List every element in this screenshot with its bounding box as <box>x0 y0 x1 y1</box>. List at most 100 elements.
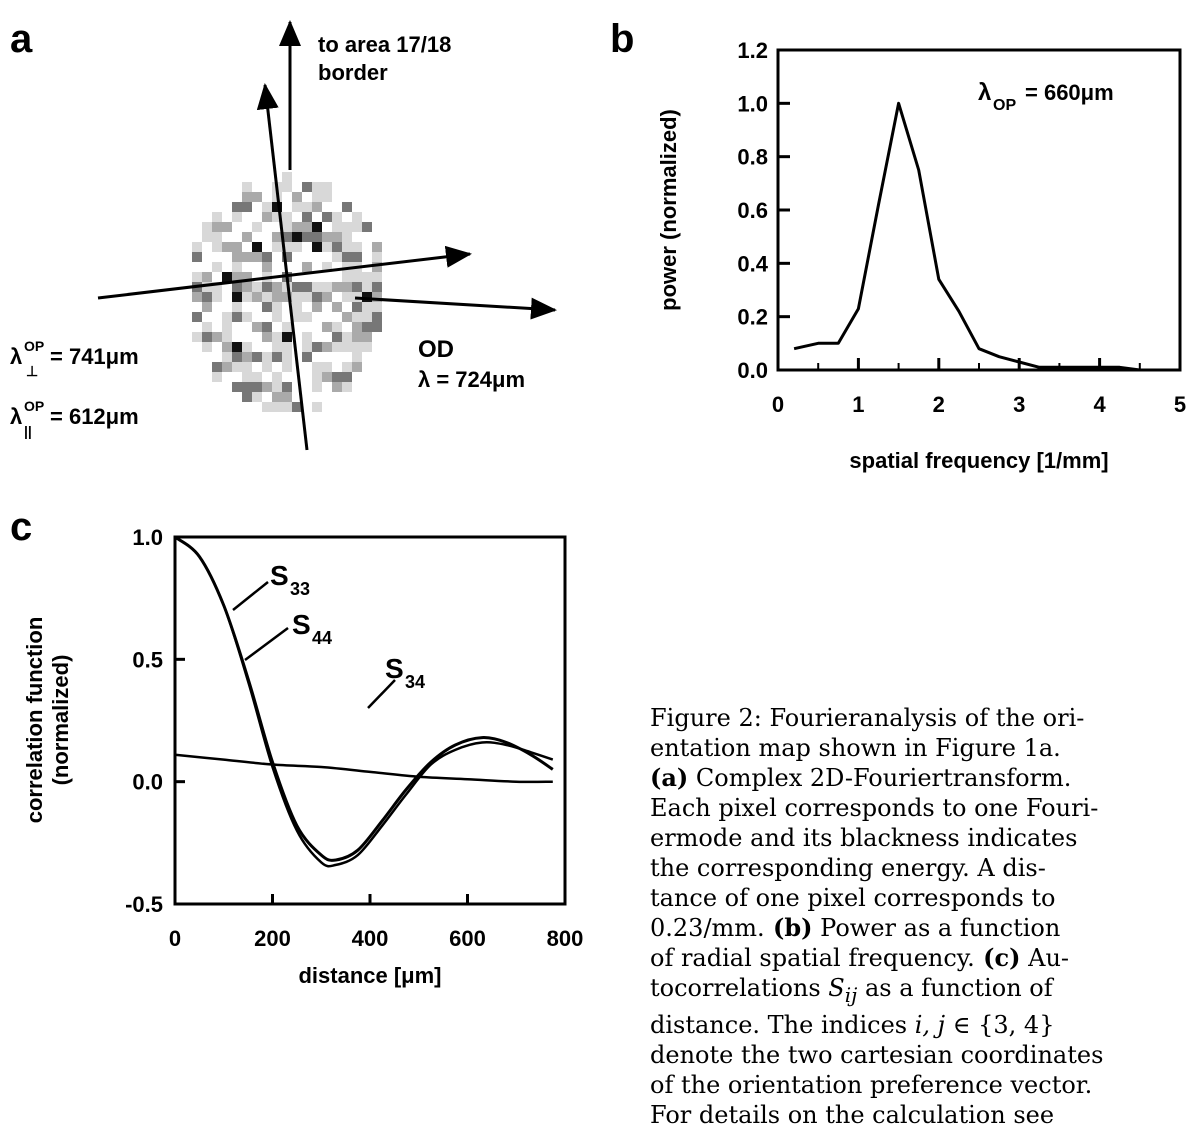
fourier-pixel <box>202 232 212 242</box>
x-tick-label: 0 <box>169 926 181 951</box>
fourier-pixel <box>222 272 232 282</box>
fourier-pixel <box>212 222 222 232</box>
fourier-pixel <box>342 372 352 382</box>
fourier-pixel <box>332 372 342 382</box>
caption-line: distance. The indices i, j ∈ {3, 4} <box>650 1010 1190 1040</box>
fourier-pixel <box>192 312 202 322</box>
fourier-pixel <box>332 282 342 292</box>
fourier-pixel <box>262 282 272 292</box>
figure-caption: Figure 2: Fourieranalysis of the ori- en… <box>650 703 1190 1130</box>
fourier-pixel <box>202 342 212 352</box>
fourier-pixel <box>332 382 342 392</box>
fourier-pixel <box>252 222 262 232</box>
fourier-pixel <box>232 292 242 302</box>
fourier-pixel <box>202 292 212 302</box>
fourier-pixel <box>282 332 292 342</box>
x-tick-label: 3 <box>1013 392 1025 417</box>
fourier-pixel <box>282 172 292 182</box>
fourier-pixel <box>292 202 302 212</box>
fourier-pixel <box>222 322 232 332</box>
fourier-pixel <box>212 332 222 342</box>
svg-text:λ: λ <box>978 79 991 106</box>
lambda-op-annotation: λ OP = 660μm <box>978 79 1114 114</box>
fourier-pixel <box>312 192 322 202</box>
y-tick-label: 0.0 <box>132 770 163 795</box>
fourier-pixel <box>302 342 312 352</box>
fourier-pixel <box>192 292 202 302</box>
arrow-top-label-line1: to area 17/18 <box>318 32 451 57</box>
fourier-pixel <box>332 242 342 252</box>
fourier-pixel <box>322 282 332 292</box>
svg-text:⊥: ⊥ <box>26 363 38 379</box>
fourier-pixel <box>232 362 242 372</box>
fourier-pixel <box>242 182 252 192</box>
plot-b-y-tick-labels: 0.00.20.40.60.81.01.2 <box>737 38 768 383</box>
svg-text:= 741μm: = 741μm <box>50 344 139 369</box>
caption-line: tance of one pixel corresponds to <box>650 883 1190 913</box>
caption-line: of the orientation preference vector. <box>650 1070 1190 1100</box>
fourier-pixel <box>232 312 242 322</box>
fourier-pixel <box>202 222 212 232</box>
fourier-pixel <box>302 222 312 232</box>
fourier-pixel <box>282 182 292 192</box>
lambda-perp-label: λ OP ⊥ = 741μm <box>10 338 139 379</box>
fourier-pixel <box>232 242 242 252</box>
fourier-pixel <box>362 332 372 342</box>
fourier-pixel <box>312 242 322 252</box>
fourier-pixel <box>292 222 302 232</box>
fourier-pixel <box>282 322 292 332</box>
fourier-pixel <box>352 222 362 232</box>
fourier-pixel <box>262 322 272 332</box>
fourier-pixel <box>342 382 352 392</box>
s33-leader <box>233 582 268 610</box>
fourier-pixel <box>332 302 342 312</box>
fourier-pixel <box>192 332 202 342</box>
fourier-pixel <box>312 232 322 242</box>
od-label: OD <box>418 336 454 363</box>
panel-letter-c: c <box>10 505 32 549</box>
fourier-pixel <box>302 262 312 272</box>
fourier-pixel <box>272 242 282 252</box>
fourier-pixel <box>302 212 312 222</box>
fourier-pixel <box>222 352 232 362</box>
fourier-pixel <box>242 392 252 402</box>
svg-text:34: 34 <box>405 672 425 692</box>
fourier-pixel <box>252 322 262 332</box>
fourier-pixel <box>332 322 342 332</box>
svg-text:OP: OP <box>24 398 44 414</box>
fourier-pixel <box>232 262 242 272</box>
lambda-par-label: λ OP || = 612μm <box>10 398 139 439</box>
fourier-pixel <box>272 402 282 412</box>
fourier-pixel <box>322 322 332 332</box>
x-tick-label: 2 <box>933 392 945 417</box>
fourier-pixel <box>242 372 252 382</box>
fourier-pixel <box>312 402 322 412</box>
fourier-pixel <box>362 222 372 232</box>
svg-text:OP: OP <box>993 97 1016 114</box>
fourier-pixel <box>312 292 322 302</box>
fourier-pixel <box>262 292 272 302</box>
fourier-pixel <box>242 202 252 212</box>
caption-line: tocorrelations Sij as a function of <box>650 973 1190 1010</box>
arrow-od <box>355 298 555 310</box>
fourier-pixel <box>362 312 372 322</box>
fourier-pixel <box>312 202 322 212</box>
fourier-pixel <box>342 232 352 242</box>
y-tick-label: 1.0 <box>132 525 163 550</box>
fourier-pixel <box>272 282 282 292</box>
fourier-pixel <box>262 302 272 312</box>
fourier-pixel <box>322 242 332 252</box>
x-tick-label: 5 <box>1174 392 1186 417</box>
fourier-pixel <box>372 322 382 332</box>
fourier-pixel <box>372 252 382 262</box>
fourier-pixel <box>262 362 272 372</box>
fourier-pixel <box>282 402 292 412</box>
caption-line: For details on the calculation see <box>650 1100 1190 1130</box>
x-tick-label: 4 <box>1093 392 1106 417</box>
s44-curve <box>175 537 553 866</box>
fourier-pixel <box>312 222 322 232</box>
caption-line: (a) Complex 2D-Fouriertransform. <box>650 763 1190 793</box>
fourier-pixel <box>202 272 212 282</box>
